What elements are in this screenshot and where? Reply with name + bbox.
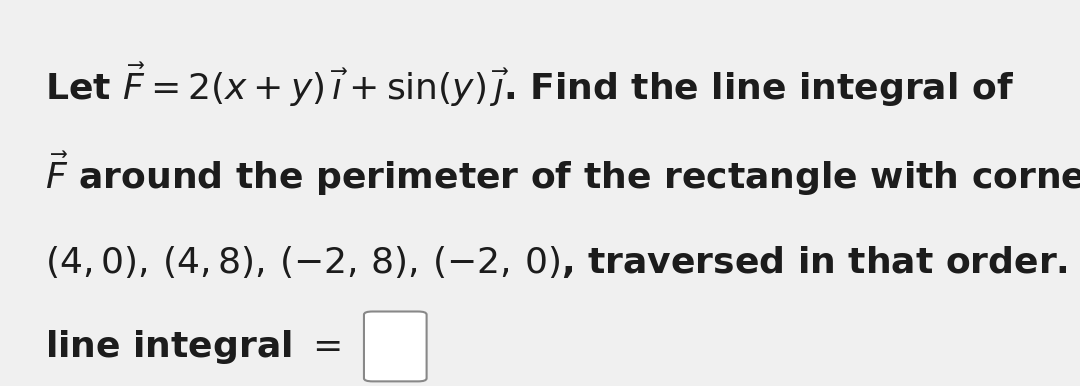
Text: Let $\vec{F} = 2(x + y)\,\vec{\imath} + \sin(y)\,\vec{\jmath}$. Find the line in: Let $\vec{F} = 2(x + y)\,\vec{\imath} + … bbox=[45, 61, 1014, 109]
Text: $\vec{F}$ around the perimeter of the rectangle with corners: $\vec{F}$ around the perimeter of the re… bbox=[45, 149, 1080, 198]
FancyBboxPatch shape bbox=[364, 312, 427, 381]
Text: line integral $=$: line integral $=$ bbox=[45, 328, 341, 366]
Text: $(4, 0),\, (4, 8),\, (-2,\, 8),\, (-2,\, 0)$, traversed in that order.: $(4, 0),\, (4, 8),\, (-2,\, 8),\, (-2,\,… bbox=[45, 244, 1068, 281]
